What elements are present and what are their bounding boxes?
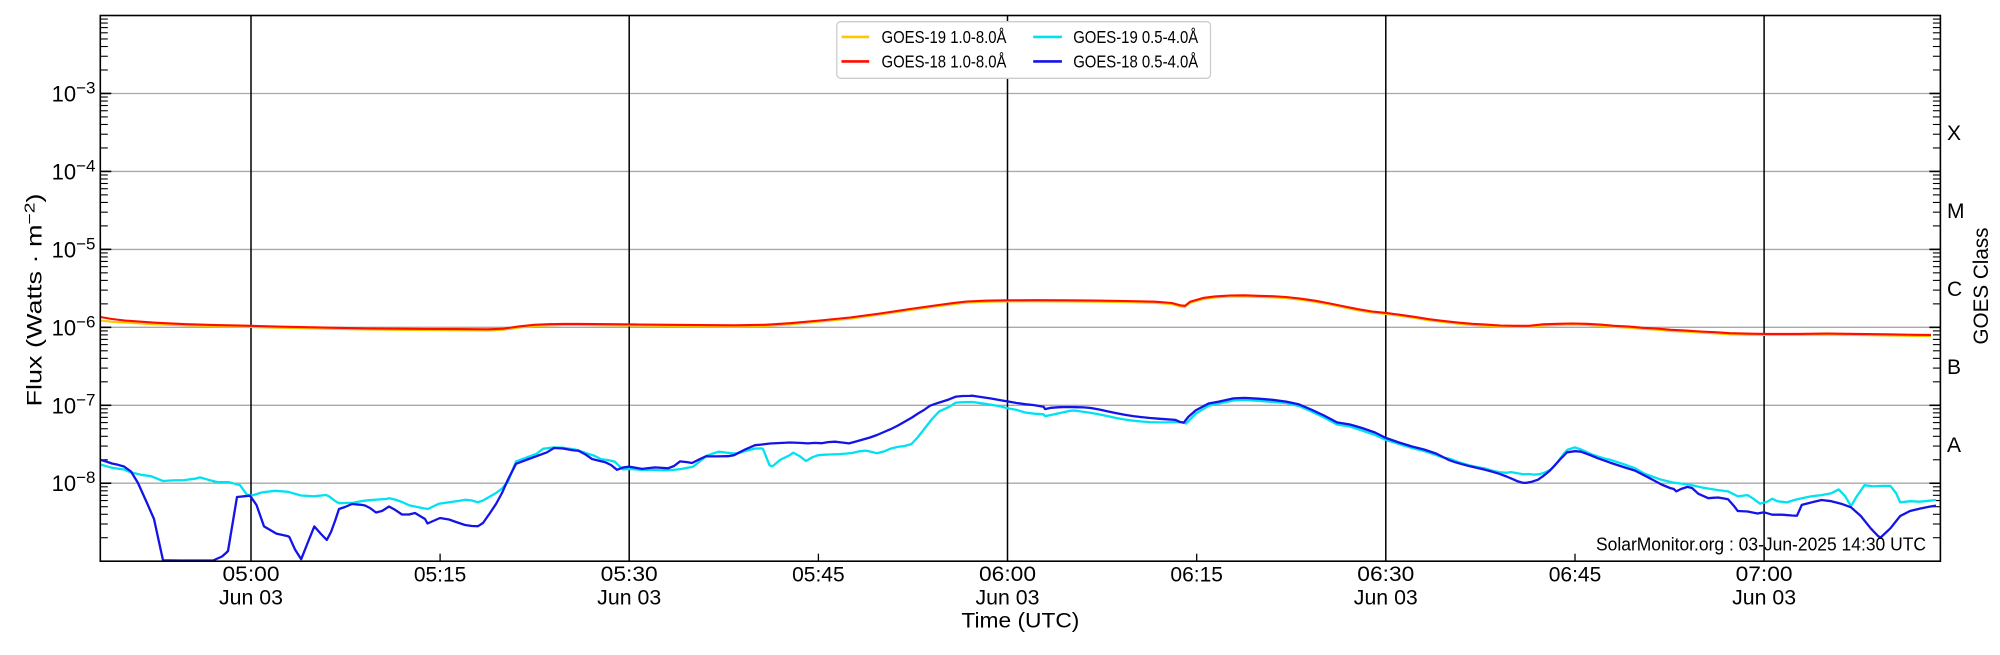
svg-text:M: M bbox=[1947, 200, 1965, 223]
svg-text:A: A bbox=[1947, 434, 1961, 457]
svg-text:GOES-19 1.0-8.0Å: GOES-19 1.0-8.0Å bbox=[882, 27, 1007, 47]
svg-text:C: C bbox=[1947, 278, 1962, 301]
svg-text:Time (UTC): Time (UTC) bbox=[961, 610, 1079, 633]
svg-text:06:15: 06:15 bbox=[1170, 564, 1223, 587]
svg-text:GOES-19 0.5-4.0Å: GOES-19 0.5-4.0Å bbox=[1073, 27, 1198, 47]
svg-text:Jun 03: Jun 03 bbox=[597, 586, 661, 609]
svg-text:GOES Class: GOES Class bbox=[1970, 228, 1993, 345]
svg-text:05:30: 05:30 bbox=[601, 563, 658, 586]
svg-text:X: X bbox=[1947, 122, 1961, 145]
svg-text:06:45: 06:45 bbox=[1549, 564, 1602, 587]
svg-text:05:00: 05:00 bbox=[223, 563, 280, 586]
svg-text:Jun 03: Jun 03 bbox=[219, 586, 283, 609]
svg-text:06:00: 06:00 bbox=[979, 563, 1036, 586]
svg-text:06:30: 06:30 bbox=[1357, 563, 1414, 586]
svg-text:10−7: 10−7 bbox=[52, 390, 96, 418]
svg-text:05:15: 05:15 bbox=[414, 564, 467, 587]
svg-text:Jun 03: Jun 03 bbox=[1732, 586, 1796, 609]
svg-text:07:00: 07:00 bbox=[1736, 563, 1793, 586]
svg-text:GOES-18 1.0-8.0Å: GOES-18 1.0-8.0Å bbox=[882, 52, 1007, 72]
svg-text:Jun 03: Jun 03 bbox=[976, 586, 1040, 609]
svg-text:GOES-18 0.5-4.0Å: GOES-18 0.5-4.0Å bbox=[1073, 52, 1198, 72]
svg-text:Flux (Watts · m−2): Flux (Watts · m−2) bbox=[22, 194, 47, 407]
svg-text:SolarMonitor.org : 03-Jun-2025: SolarMonitor.org : 03-Jun-2025 14:30 UTC bbox=[1596, 533, 1926, 554]
svg-text:10−5: 10−5 bbox=[52, 234, 96, 262]
svg-text:B: B bbox=[1947, 356, 1961, 379]
svg-text:05:45: 05:45 bbox=[792, 564, 845, 587]
svg-text:Jun 03: Jun 03 bbox=[1354, 586, 1418, 609]
